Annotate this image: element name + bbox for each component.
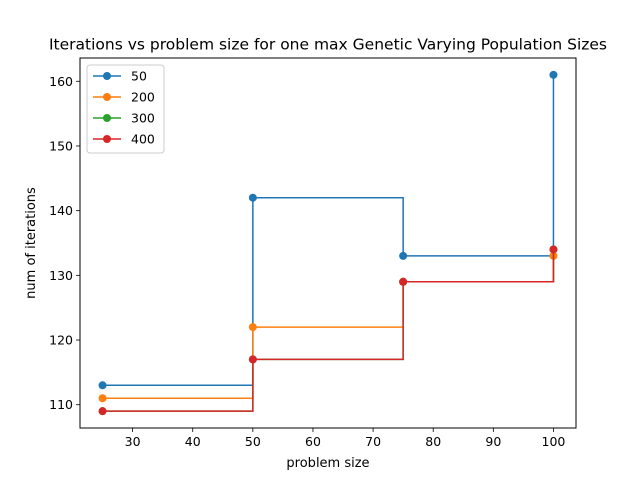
data-point: [399, 251, 408, 260]
plot-area: [98, 70, 558, 416]
x-axis-label: problem size: [286, 456, 369, 471]
x-tick-label: 60: [305, 434, 321, 449]
x-tick-label: 80: [425, 434, 441, 449]
x-tick-label: 70: [365, 434, 381, 449]
data-point: [98, 394, 107, 403]
legend-label: 400: [131, 132, 155, 147]
y-tick-label: 120: [49, 333, 73, 348]
legend-box: [86, 64, 165, 154]
legend-label: 50: [131, 69, 147, 84]
legend-marker: [103, 93, 111, 101]
y-tick-label: 130: [49, 268, 73, 283]
x-tick-label: 90: [485, 434, 501, 449]
legend-label: 300: [131, 111, 155, 126]
legend: 50 200 300 400: [86, 64, 165, 154]
y-tick-label: 160: [49, 74, 73, 89]
data-point: [549, 70, 558, 79]
y-axis-label: num of iterations: [24, 187, 39, 299]
axes-frame: [79, 57, 577, 429]
legend-marker: [103, 72, 111, 80]
legend-item: 300: [93, 111, 155, 126]
data-point: [399, 277, 408, 286]
chart-title: Iterations vs problem size for one max G…: [49, 36, 607, 54]
x-tick-label: 100: [542, 434, 566, 449]
series-400: [98, 245, 558, 416]
data-point: [98, 407, 107, 416]
data-point: [98, 381, 107, 390]
x-tick-label: 50: [245, 434, 261, 449]
legend-item: 50: [93, 69, 147, 84]
data-point: [248, 355, 257, 364]
x-tick-label: 30: [125, 434, 141, 449]
data-point: [248, 323, 257, 332]
legend-item: 200: [93, 90, 155, 105]
y-tick-label: 150: [49, 138, 73, 153]
x-tick-label: 40: [185, 434, 201, 449]
data-point: [549, 245, 558, 254]
legend-marker: [103, 114, 111, 122]
legend-marker: [103, 135, 111, 143]
legend-item: 400: [93, 132, 155, 147]
legend-label: 200: [131, 90, 155, 105]
series-line: [102, 249, 555, 412]
axis-ticks: 30 40 50 60 70 80 90 100 110 120 130 140 150 160: [49, 74, 565, 449]
y-tick-label: 110: [49, 397, 73, 412]
y-tick-label: 140: [49, 203, 73, 218]
data-point: [248, 193, 257, 202]
